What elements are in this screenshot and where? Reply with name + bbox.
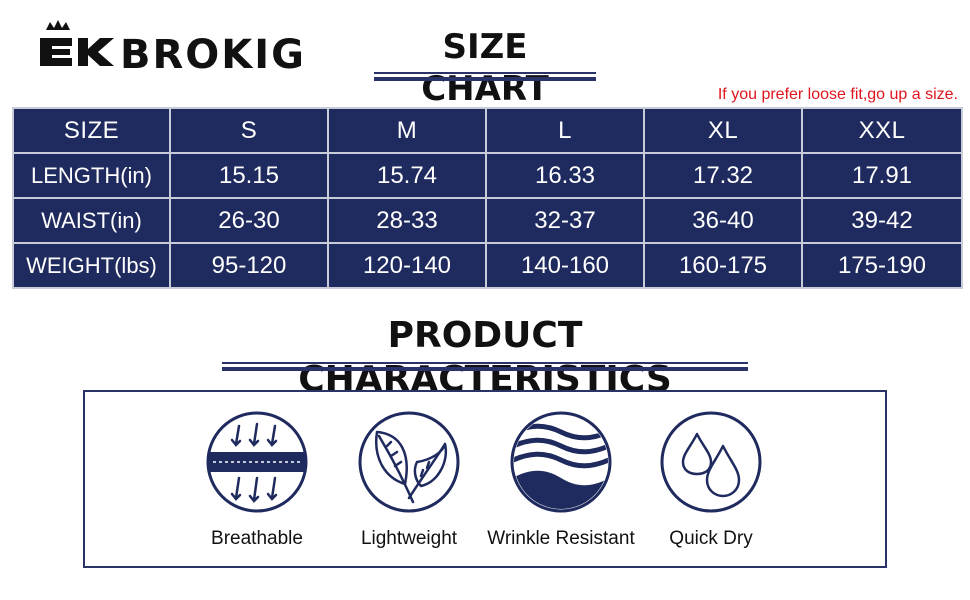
brand-name: BROKIG (120, 32, 307, 78)
column-header: XXL (801, 107, 963, 154)
row-label: LENGTH(in) (12, 152, 171, 199)
table-cell: 95-120 (169, 242, 329, 289)
feature-label: Breathable (211, 528, 303, 549)
table-cell: 28-33 (327, 197, 487, 244)
size-table: SIZE S M L XL XXL LENGTH(in) 15.15 15.74… (12, 107, 963, 289)
table-cell: 160-175 (643, 242, 803, 289)
feature-breathable: Breathable (177, 410, 337, 550)
table-cell: 32-37 (485, 197, 645, 244)
table-cell: 39-42 (801, 197, 963, 244)
feature-label: Lightweight (360, 528, 458, 549)
feature-label: Wrinkle Resistant (487, 528, 635, 549)
feature-wrinkle-resistant: Wrinkle Resistant (481, 410, 641, 550)
feature-lightweight: Lightweight (329, 410, 489, 550)
characteristics-panel: Breathable Lightweight (83, 390, 887, 568)
title-underline (222, 367, 748, 371)
feature-quick-dry: Quick Dry (631, 410, 791, 550)
column-header: XL (643, 107, 803, 154)
characteristics-title-text: PRODUCT CHARACTERISTICS (298, 315, 672, 400)
table-cell: 36-40 (643, 197, 803, 244)
table-cell: 17.32 (643, 152, 803, 199)
table-cell: 140-160 (485, 242, 645, 289)
table-cell: 120-140 (327, 242, 487, 289)
table-cell: 26-30 (169, 197, 329, 244)
column-header: M (327, 107, 487, 154)
logo-mark-icon (40, 20, 114, 66)
feature-label: Quick Dry (669, 528, 753, 549)
table-cell: 15.15 (169, 152, 329, 199)
droplets-icon (660, 411, 762, 513)
table-cell: 15.74 (327, 152, 487, 199)
column-header: S (169, 107, 329, 154)
wave-icon (510, 411, 612, 513)
brand-logo: BROKIG (38, 18, 318, 78)
table-row: WAIST(in) 26-30 28-33 32-37 36-40 39-42 (12, 197, 963, 244)
table-cell: 175-190 (801, 242, 963, 289)
table-row: LENGTH(in) 15.15 15.74 16.33 17.32 17.91 (12, 152, 963, 199)
size-chart-title-text: SIZE CHART (421, 27, 549, 109)
size-chart-title: SIZE CHART (374, 26, 596, 109)
characteristics-title: PRODUCT CHARACTERISTICS (222, 314, 748, 400)
table-cell: 16.33 (485, 152, 645, 199)
leaf-icon (358, 411, 460, 513)
row-label: WAIST(in) (12, 197, 171, 244)
table-row: WEIGHT(lbs) 95-120 120-140 140-160 160-1… (12, 242, 963, 289)
fit-note: If you prefer loose fit,go up a size. (717, 86, 958, 103)
table-header-row: SIZE S M L XL XXL (12, 107, 963, 154)
title-underline (374, 77, 596, 81)
title-underline (222, 362, 748, 364)
breathable-icon (206, 411, 308, 513)
column-header: SIZE (12, 107, 171, 154)
title-underline (374, 72, 596, 74)
row-label: WEIGHT(lbs) (12, 242, 171, 289)
table-cell: 17.91 (801, 152, 963, 199)
column-header: L (485, 107, 645, 154)
